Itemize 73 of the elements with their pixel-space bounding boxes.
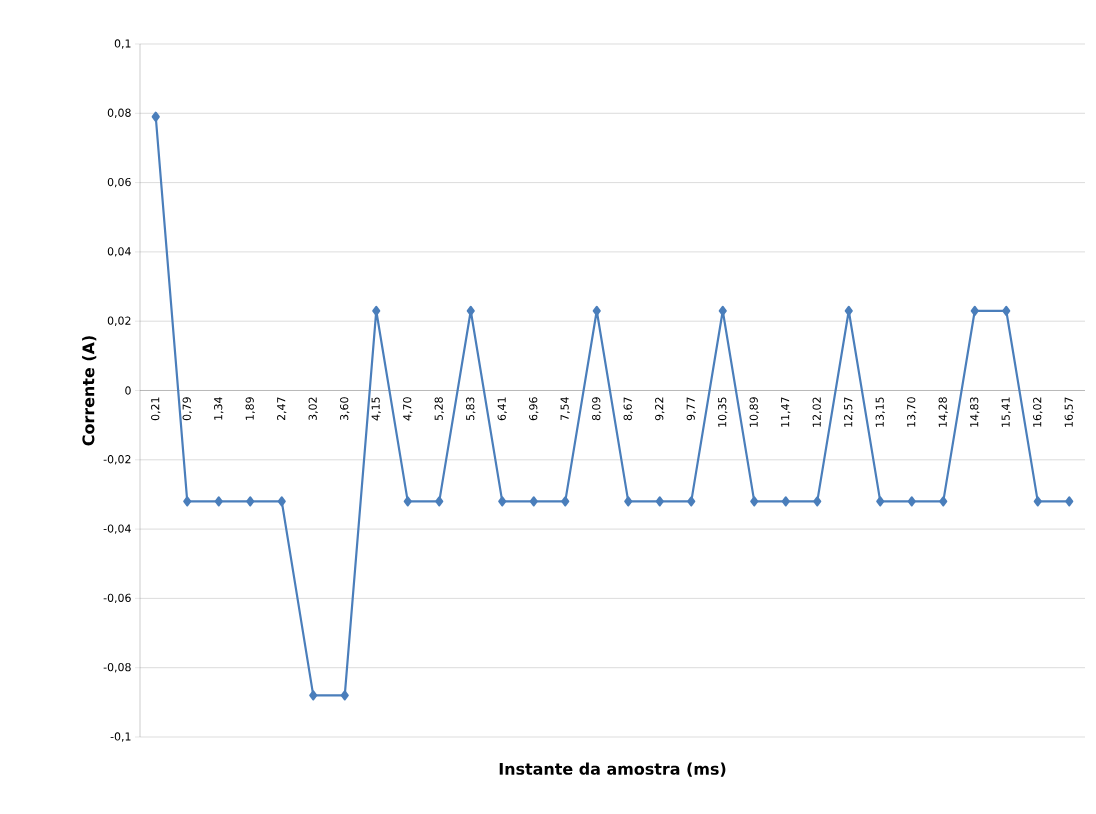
x-tick-label: 16,02 <box>1033 397 1043 427</box>
point <box>750 496 759 507</box>
point <box>781 496 790 507</box>
x-tick-label: 9,22 <box>655 397 665 421</box>
point <box>277 496 286 507</box>
x-tick-label: 15,41 <box>1001 397 1011 427</box>
x-tick-label: 1,34 <box>214 397 224 420</box>
y-tick-label: 0,08 <box>107 108 131 118</box>
x-tick-label: 7,54 <box>560 397 570 421</box>
point <box>246 496 255 507</box>
point <box>1033 496 1042 507</box>
point <box>466 305 475 316</box>
x-tick-label: 6,96 <box>529 397 539 421</box>
x-tick-label: 5,83 <box>466 397 476 421</box>
x-tick-label: 2,47 <box>277 397 287 421</box>
point <box>151 111 160 122</box>
x-tick-label: 13,15 <box>875 397 885 427</box>
point <box>372 305 381 316</box>
y-tick-label: -0,08 <box>103 663 131 673</box>
point <box>529 496 538 507</box>
point <box>970 305 979 316</box>
y-tick-label: 0,1 <box>114 39 131 49</box>
point <box>592 305 601 316</box>
x-tick-label: 3,02 <box>308 397 318 421</box>
y-axis-title: Corrente (A) <box>82 336 97 446</box>
point <box>655 496 664 507</box>
x-tick-label: 3,60 <box>340 397 350 421</box>
y-tick-label: -0,04 <box>103 524 131 534</box>
point <box>907 496 916 507</box>
y-tick-label: -0,06 <box>103 593 131 604</box>
x-tick-label: 13,70 <box>907 397 917 427</box>
x-tick-label: 5,28 <box>434 397 444 421</box>
point <box>813 496 822 507</box>
x-tick-label: 12,02 <box>812 397 822 427</box>
point <box>498 496 507 507</box>
x-tick-label: 4,70 <box>403 397 413 421</box>
point <box>844 305 853 316</box>
y-tick-label: 0,02 <box>107 316 131 326</box>
x-tick-label: 14,28 <box>938 397 948 427</box>
point <box>214 496 223 507</box>
x-tick-label: 11,47 <box>781 397 791 427</box>
x-tick-label: 0,21 <box>151 397 161 421</box>
x-tick-label: 10,89 <box>749 397 759 427</box>
x-tick-label: 6,41 <box>497 397 507 421</box>
point <box>435 496 444 507</box>
point <box>340 690 349 701</box>
point <box>561 496 570 507</box>
y-tick-label: 0,04 <box>107 247 131 257</box>
x-tick-label: 8,09 <box>592 397 602 421</box>
point <box>939 496 948 507</box>
x-tick-label: 0,79 <box>182 397 192 421</box>
point <box>687 496 696 507</box>
point <box>1002 305 1011 316</box>
point <box>403 496 412 507</box>
point <box>876 496 885 507</box>
y-tick-label: -0,1 <box>110 732 131 742</box>
y-tick-label: -0,02 <box>103 455 131 465</box>
point <box>1065 496 1074 507</box>
point <box>624 496 633 507</box>
y-tick-label: 0 <box>125 386 131 395</box>
point <box>718 305 727 316</box>
x-tick-label: 12,57 <box>844 397 854 427</box>
y-tick-label: 0,06 <box>107 177 131 188</box>
x-tick-label: 10,35 <box>718 397 728 427</box>
x-tick-label: 16,57 <box>1064 397 1074 427</box>
point <box>309 690 318 701</box>
x-tick-label: 14,83 <box>970 397 980 427</box>
x-tick-label: 1,89 <box>245 397 255 420</box>
x-tick-label: 4,15 <box>371 397 381 421</box>
x-axis-title: Instante da amostra (ms) <box>499 762 726 777</box>
point <box>183 496 192 507</box>
x-tick-label: 9,77 <box>686 397 696 421</box>
x-tick-label: 8,67 <box>623 397 633 421</box>
